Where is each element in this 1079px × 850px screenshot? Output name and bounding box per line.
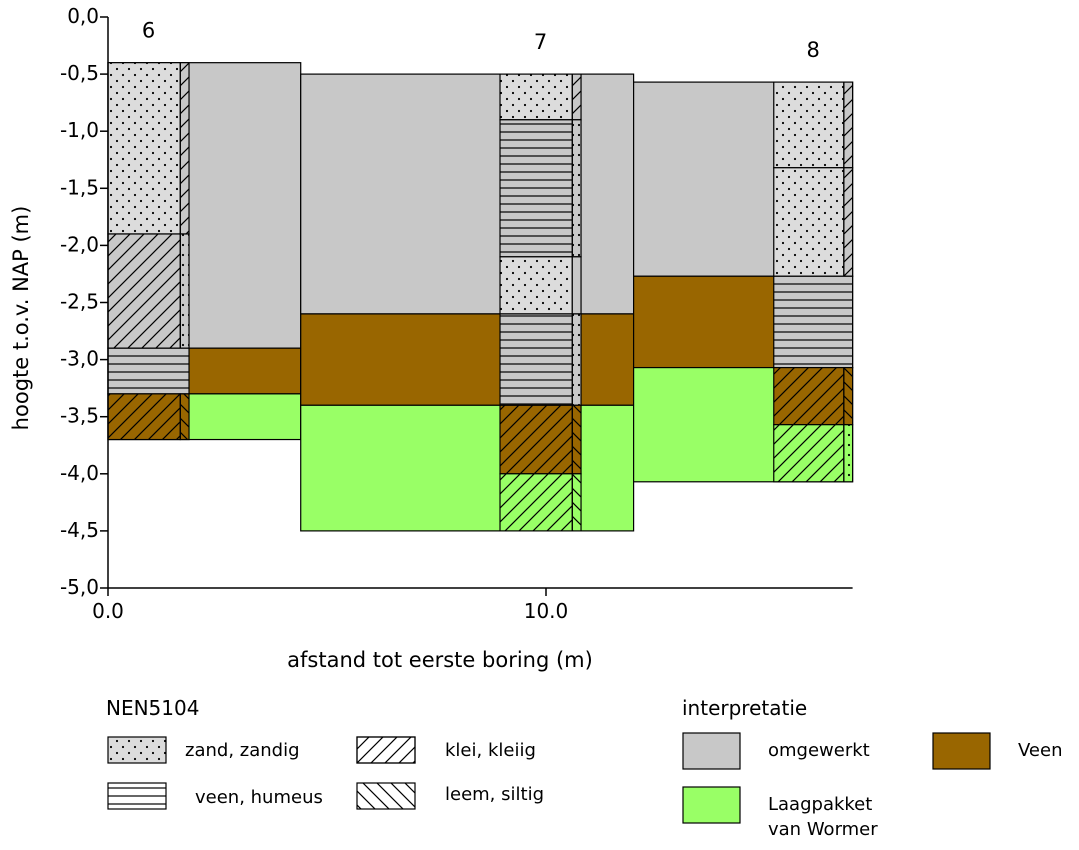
boring-6-layer-1-admix-zand (179, 233, 190, 349)
boring-7-layer-2-admix-omgewerkt (571, 256, 582, 315)
boring-7-layer-4-klei (499, 404, 573, 475)
legend-label-wormer-line2: van Wormer (768, 819, 878, 840)
boring-6-layer-3-admix-leem (179, 393, 190, 441)
boring-7-layer-0-zand (499, 73, 573, 121)
legend-label-omgewerkt: omgewerkt (768, 740, 870, 761)
legend-interp-title: interpretatie (682, 696, 807, 720)
boring-6-layer-1-klei (107, 233, 181, 349)
boring-7-layer-1-veen (499, 119, 573, 258)
boring-8-layer-1-admix-klei (843, 167, 854, 277)
y-tick-label-5: -2,5 (60, 290, 99, 314)
legend-label-veen-interp: Veen (1018, 740, 1062, 761)
boring-label-7: 7 (534, 30, 547, 54)
legend-swatch-veen (107, 782, 167, 810)
legend-swatch-klei-hatch (356, 736, 416, 764)
x-tick-label-0: 0.0 (92, 599, 124, 623)
boring-8-layer-3-admix-leem (843, 366, 854, 426)
axes: 0,0 -0,5 -1,0 -1,5 -2,0 -2,5 -3,0 -3,5 -4,0 -4,5 -… (60, 4, 853, 623)
y-tick-label-6: -3,0 (60, 347, 99, 371)
y-tick-label-9: -4,5 (60, 518, 99, 542)
interpretation-omgewerkt-boring-7 (300, 73, 635, 315)
legend-swatch-leem (356, 782, 416, 810)
boring-8-layer-4-klei (773, 424, 845, 483)
x-axis-label: afstand tot eerste boring (m) (287, 648, 593, 672)
boring-7-layer-0-admix-klei (571, 73, 582, 121)
boring-label-6: 6 (142, 19, 155, 43)
y-tick-label-1: -0,5 (60, 61, 99, 85)
legend-swatch-veen-interp (932, 732, 991, 770)
legend-label-wormer-line1: Laagpakket (768, 794, 872, 815)
boring-8-layer-1-zand (773, 167, 845, 277)
boring-7-layer-1-admix-zand (571, 119, 582, 258)
legend-label-klei: klei, kleiig (445, 740, 536, 761)
boring-label-8: 8 (806, 38, 819, 62)
boring-7-layer-3-veen (499, 313, 573, 406)
boring-7-layer-5-admix-leem (571, 473, 582, 532)
y-tick-label-3: -1,5 (60, 175, 99, 199)
legend-label-leem: leem, siltig (445, 784, 544, 805)
legend-nen-title: NEN5104 (106, 696, 199, 720)
boring-6-layer-2-veen (107, 347, 190, 395)
y-tick-label-0: 0,0 (67, 4, 99, 28)
boring-6-layer-0-admix-klei (179, 62, 190, 235)
x-tick-label-1: 10.0 (524, 599, 569, 623)
boring-7-layer-4-admix-leem (571, 404, 582, 475)
legend-swatch-zand (107, 736, 167, 764)
axis-titles: afstand tot eerste boring (m) hoogte t.o… (9, 206, 593, 672)
boring-columns-layer: 6 7 8 (107, 19, 854, 532)
boring-8-layer-0-admix-klei (843, 81, 854, 169)
boring-6-layer-0-zand (107, 62, 181, 235)
y-tick-label-4: -2,0 (60, 232, 99, 256)
y-tick-label-2: -1,0 (60, 118, 99, 142)
legend-swatch-wormer (682, 786, 741, 824)
interpretation-wormer-boring-7 (300, 404, 635, 532)
legend-swatch-omgewerkt (682, 732, 741, 770)
boring-8-layer-0-zand (773, 81, 845, 169)
boring-7-layer-3-admix-zand (571, 313, 582, 406)
interpretation-veen-boring-7 (300, 313, 635, 406)
y-tick-label-7: -3,5 (60, 404, 99, 428)
boring-8-layer-3-klei (773, 366, 845, 426)
boring-7-layer-5-klei (499, 473, 573, 532)
boring-8-layer-4-admix-zand (843, 424, 854, 483)
legend: NEN5104 zand, zandig klei, kleiig veen, … (106, 696, 1062, 840)
legend-label-zand: zand, zandig (185, 740, 300, 761)
boring-6-layer-3-klei (107, 393, 181, 441)
y-tick-label-8: -4,0 (60, 461, 99, 485)
legend-label-veen: veen, humeus (195, 787, 323, 808)
interpretation-layer (107, 62, 854, 532)
boring-8-layer-2-veen (773, 275, 854, 369)
boring-7-layer-2-zand (499, 256, 573, 315)
y-tick-label-10: -5,0 (60, 575, 99, 599)
y-axis-label: hoogte t.o.v. NAP (m) (9, 206, 33, 431)
